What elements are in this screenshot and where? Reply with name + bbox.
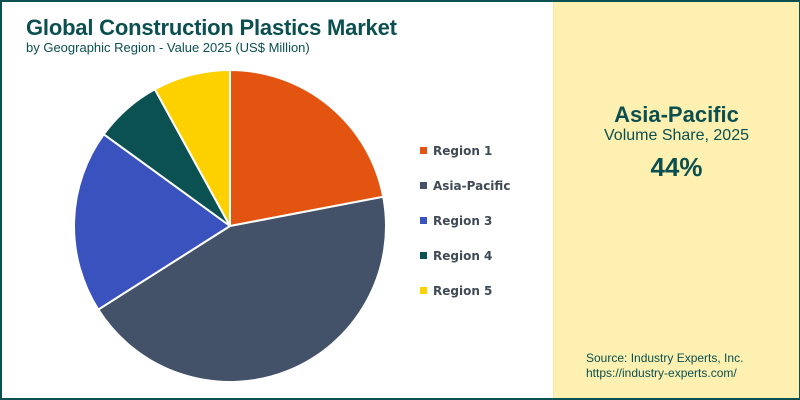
highlight-label: Volume Share, 2025 [604, 127, 749, 144]
legend-label: Region 3 [433, 213, 493, 228]
legend-swatch-icon [420, 147, 427, 154]
source-text: Source: Industry Experts, Inc. [586, 351, 744, 365]
legend-label: Region 4 [433, 248, 493, 263]
chart-subtitle: by Geographic Region - Value 2025 (US$ M… [26, 40, 310, 55]
legend-item: Region 1 [420, 133, 510, 168]
legend-swatch-icon [420, 182, 427, 189]
highlight-region: Asia-Pacific [614, 102, 739, 127]
source-url[interactable]: https://industry-experts.com/ [586, 366, 737, 380]
legend-swatch-icon [420, 252, 427, 259]
pie-slice-region-5 [153, 68, 231, 227]
legend-item: Region 4 [420, 238, 510, 273]
legend-label: Region 5 [433, 283, 493, 298]
legend-item: Region 3 [420, 203, 510, 238]
legend-label: Asia-Pacific [433, 178, 511, 193]
source-note: Source: Industry Experts, Inc. https://i… [586, 351, 743, 381]
legend-swatch-icon [420, 217, 427, 224]
chart-title: Global Construction Plastics Market [26, 15, 397, 40]
highlight-panel: Asia-Pacific Volume Share, 2025 44% Sour… [553, 2, 799, 398]
pie-chart [73, 68, 387, 383]
chart-legend: Region 1 Asia-Pacific Region 3 Region 4 Regi… [420, 133, 510, 308]
pie-slice-asia-pacific [96, 195, 387, 383]
legend-item: Region 5 [420, 273, 510, 308]
pie-slice-region-1 [229, 68, 385, 228]
pie-slice-region-3 [73, 132, 232, 311]
highlight-value: 44% [650, 152, 703, 182]
legend-item: Asia-Pacific [420, 168, 510, 203]
legend-label: Region 1 [433, 143, 493, 158]
legend-swatch-icon [420, 287, 427, 294]
